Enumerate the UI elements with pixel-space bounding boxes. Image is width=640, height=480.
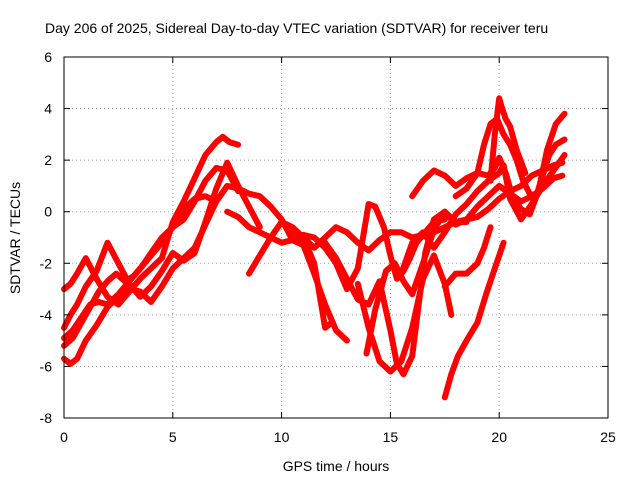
tick-labels: 0 5 10 15 20 25 -8 -6 -4 -2 0 2 4 6	[40, 49, 616, 445]
grid-lines	[64, 57, 608, 418]
y-tick-label: 0	[44, 204, 52, 220]
y-tick-label: 6	[44, 49, 52, 65]
x-tick-label: 5	[169, 429, 177, 445]
axis-ticks	[63, 56, 609, 419]
series-trace-12	[363, 159, 566, 357]
y-tick-label: -4	[40, 307, 53, 323]
y-axis-label: SDTVAR / TECUs	[7, 182, 23, 294]
data-traces	[61, 95, 568, 401]
x-tick-label: 15	[383, 429, 399, 445]
y-tick-label: -8	[40, 410, 53, 426]
series-trace-3	[61, 159, 263, 331]
series-trace-4	[61, 182, 307, 367]
series-trace-17	[441, 239, 507, 401]
series-trace-18	[441, 224, 494, 290]
series-trace-5	[61, 193, 220, 342]
series-trace-11	[354, 252, 455, 375]
y-tick-label: -2	[40, 255, 53, 271]
plot-frame	[63, 56, 609, 419]
y-tick-label: -6	[40, 358, 53, 374]
y-tick-label: 4	[44, 101, 52, 117]
x-axis-label: GPS time / hours	[283, 458, 390, 474]
chart-title: Day 206 of 2025, Sidereal Day-to-day VTE…	[45, 20, 548, 36]
series-trace-15	[452, 115, 568, 200]
series-trace-1	[61, 133, 242, 308]
series-trace-6	[224, 208, 350, 344]
y-tick-label: 2	[44, 152, 52, 168]
x-tick-label: 0	[60, 429, 68, 445]
series-trace-16	[487, 95, 529, 184]
x-tick-label: 10	[274, 429, 290, 445]
x-tick-label: 20	[491, 429, 507, 445]
x-tick-label: 25	[600, 429, 616, 445]
